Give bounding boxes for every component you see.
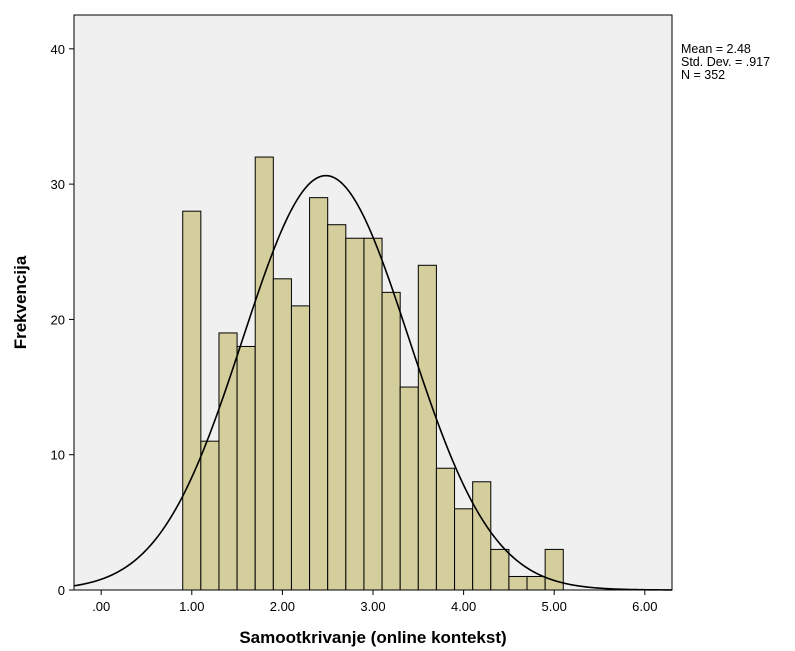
normal-curve	[73, 174, 673, 591]
stats-mean: Mean = 2.48	[681, 42, 751, 56]
histogram-bar-15	[454, 508, 474, 591]
y-tick-label: 10	[51, 448, 65, 463]
histogram-bar-1	[200, 440, 220, 591]
histogram-bar-9	[345, 237, 365, 591]
histogram-bars	[182, 156, 564, 591]
stats-n: N = 352	[681, 68, 725, 82]
x-tick-label: 6.00	[632, 599, 657, 614]
histogram-bar-12	[399, 386, 419, 591]
histogram-bar-5	[272, 278, 292, 591]
x-tick-label: .00	[92, 599, 110, 614]
histogram-bar-4	[254, 156, 274, 591]
x-axis-title: Samootkrivanje (online kontekst)	[239, 628, 506, 647]
x-tick-label: 3.00	[360, 599, 385, 614]
x-tick-label: 2.00	[270, 599, 295, 614]
histogram-bar-11	[381, 291, 401, 591]
histogram-bar-10	[363, 237, 383, 591]
histogram-bar-3	[236, 345, 256, 591]
histogram-bar-19	[526, 575, 546, 591]
histogram-bar-8	[327, 224, 347, 591]
y-tick-label: 30	[51, 177, 65, 192]
histogram-bar-2	[218, 332, 238, 591]
x-tick-label: 1.00	[179, 599, 204, 614]
histogram-bar-0	[182, 210, 202, 591]
stats-std-dev: Std. Dev. = .917	[681, 55, 770, 69]
histogram-bar-6	[290, 305, 311, 591]
y-tick-label: 40	[51, 42, 65, 57]
x-tick-label: 5.00	[542, 599, 567, 614]
histogram-bar-13	[417, 264, 437, 591]
histogram-bar-7	[309, 197, 329, 591]
x-tick-label: 4.00	[451, 599, 476, 614]
histogram-bar-16	[472, 481, 492, 591]
histogram-bar-20	[544, 548, 564, 591]
histogram-bar-14	[435, 467, 456, 591]
y-tick-label: 20	[51, 312, 65, 327]
y-axis-title: Frekvencija	[11, 255, 30, 349]
y-tick-label: 0	[58, 583, 65, 598]
x-axis: .00 1.00 2.00 3.00 4.00 5.00 6.00	[92, 590, 657, 614]
histogram-bar-17	[490, 548, 510, 591]
histogram-bar-18	[508, 575, 528, 591]
y-axis: 0 10 20 30 40	[51, 42, 74, 598]
